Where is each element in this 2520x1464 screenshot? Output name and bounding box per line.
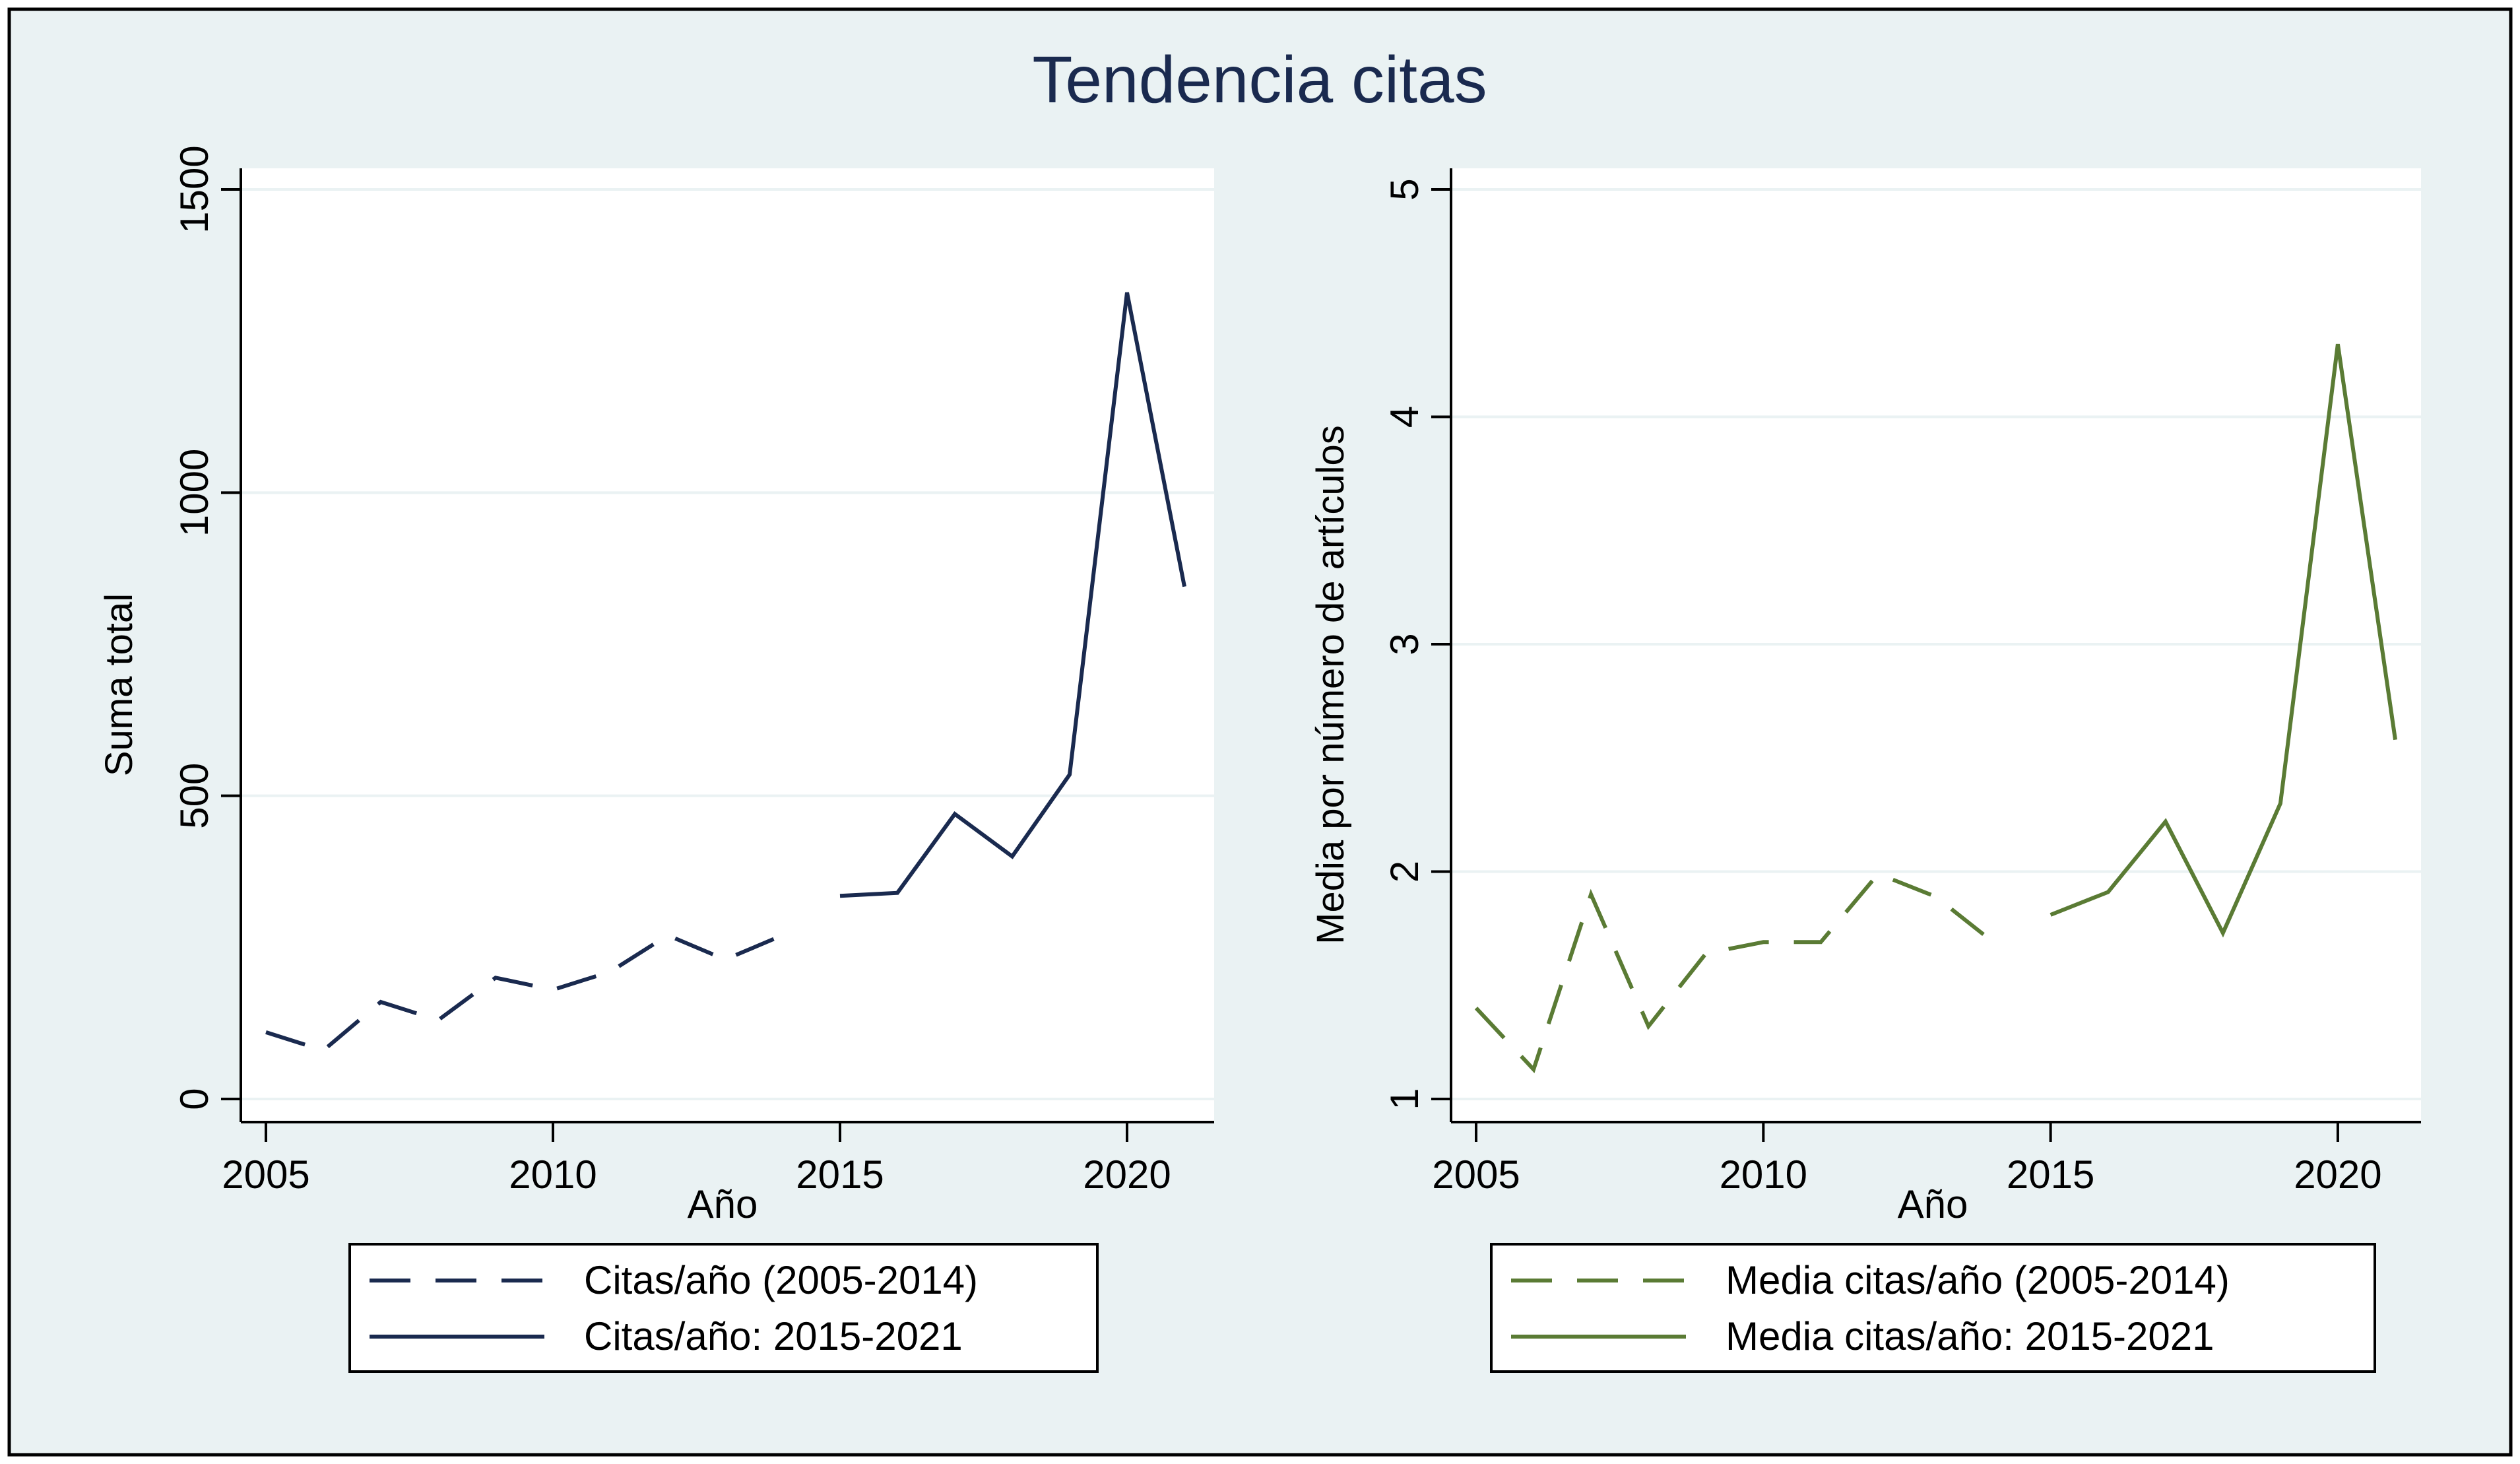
legend-label: Citas/año (2005-2014): [584, 1258, 978, 1302]
chart-panel-right: 1 2 3 4 5 2005 2010 2015 2020 Año Media por número…: [1309, 168, 2421, 1373]
y-tick-label: 2: [1382, 861, 1427, 882]
y-tick-label: 5: [1382, 178, 1427, 200]
y-tick-label: 0: [172, 1088, 216, 1110]
x-axis-title: Año: [688, 1182, 758, 1226]
x-tick-label: 2015: [2007, 1152, 2094, 1197]
x-tick-label: 2020: [2294, 1152, 2381, 1197]
y-tick-label: 1000: [172, 449, 216, 537]
series-line-dashed: [265, 933, 784, 1053]
series-line-solid: [839, 292, 1186, 898]
y-tick-label: 4: [1382, 406, 1427, 428]
y-tick-label: 500: [172, 763, 216, 829]
y-tick-label: 1: [1382, 1088, 1427, 1110]
x-tick-label: 2010: [509, 1152, 597, 1197]
x-tick-label: 2020: [1083, 1152, 1171, 1197]
x-tick-label: 2015: [796, 1152, 884, 1197]
x-tick-label: 2005: [1432, 1152, 1520, 1197]
y-tick-label: 3: [1382, 633, 1427, 655]
legend-label: Media citas/año (2005-2014): [1726, 1258, 2230, 1302]
legend-label: Citas/año: 2015-2021: [584, 1314, 963, 1358]
x-tick-label: 2010: [1720, 1152, 1807, 1197]
x-axis-title: Año: [1898, 1182, 1968, 1226]
x-tick-label: 2005: [222, 1152, 309, 1197]
y-axis-title: Media por número de artículos: [1309, 425, 1352, 945]
legend-box: [348, 1243, 1099, 1373]
y-axis-title: Suma total: [98, 593, 141, 776]
series-line-dashed: [1474, 871, 1995, 1073]
legend-label: Media citas/año: 2015-2021: [1726, 1314, 2214, 1358]
figure-title: Tendencia citas: [1032, 43, 1487, 117]
legend-box: [1490, 1243, 2376, 1373]
chart-panel-left: 0 500 1000 1500 2005 2010 2015 2020 Año Suma tota…: [98, 145, 1214, 1373]
series-line-solid: [2050, 343, 2397, 938]
plot-area: [241, 168, 1214, 1122]
y-tick-label: 1500: [172, 145, 216, 233]
